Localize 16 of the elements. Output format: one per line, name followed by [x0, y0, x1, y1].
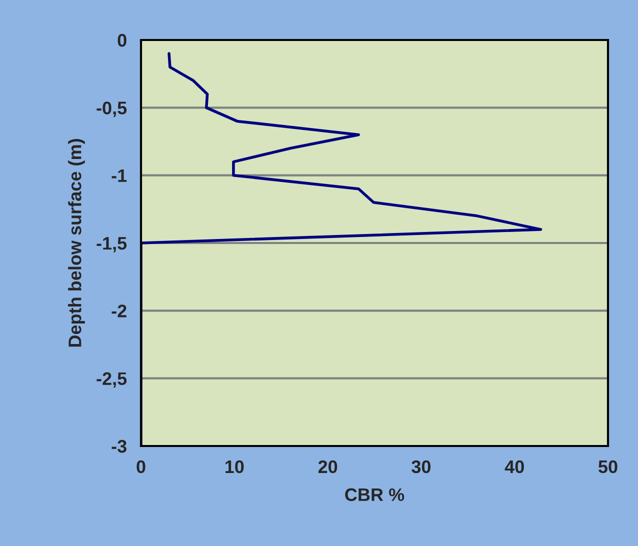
y-tick-label: -0,5	[96, 102, 127, 118]
x-tick-label: 10	[225, 460, 244, 474]
y-tick-label: -2,5	[96, 372, 127, 388]
x-tick-label: 30	[412, 460, 431, 474]
y-tick-label: -1	[112, 169, 127, 182]
x-axis-title: CBR %	[345, 488, 404, 502]
x-tick-label: 40	[504, 460, 524, 474]
line-series	[141, 52, 542, 446]
y-tick-label: -2	[112, 304, 126, 318]
y-axis-title: Depth below surface (m)	[68, 139, 85, 347]
y-tick-label: -3	[112, 440, 126, 453]
y-tick-label: 0	[118, 34, 126, 47]
x-tick-label: 50	[598, 460, 618, 474]
y-tick-label: -1,5	[96, 237, 127, 252]
x-tick-label: 20	[318, 460, 338, 474]
x-tick-label: 0	[136, 460, 146, 474]
